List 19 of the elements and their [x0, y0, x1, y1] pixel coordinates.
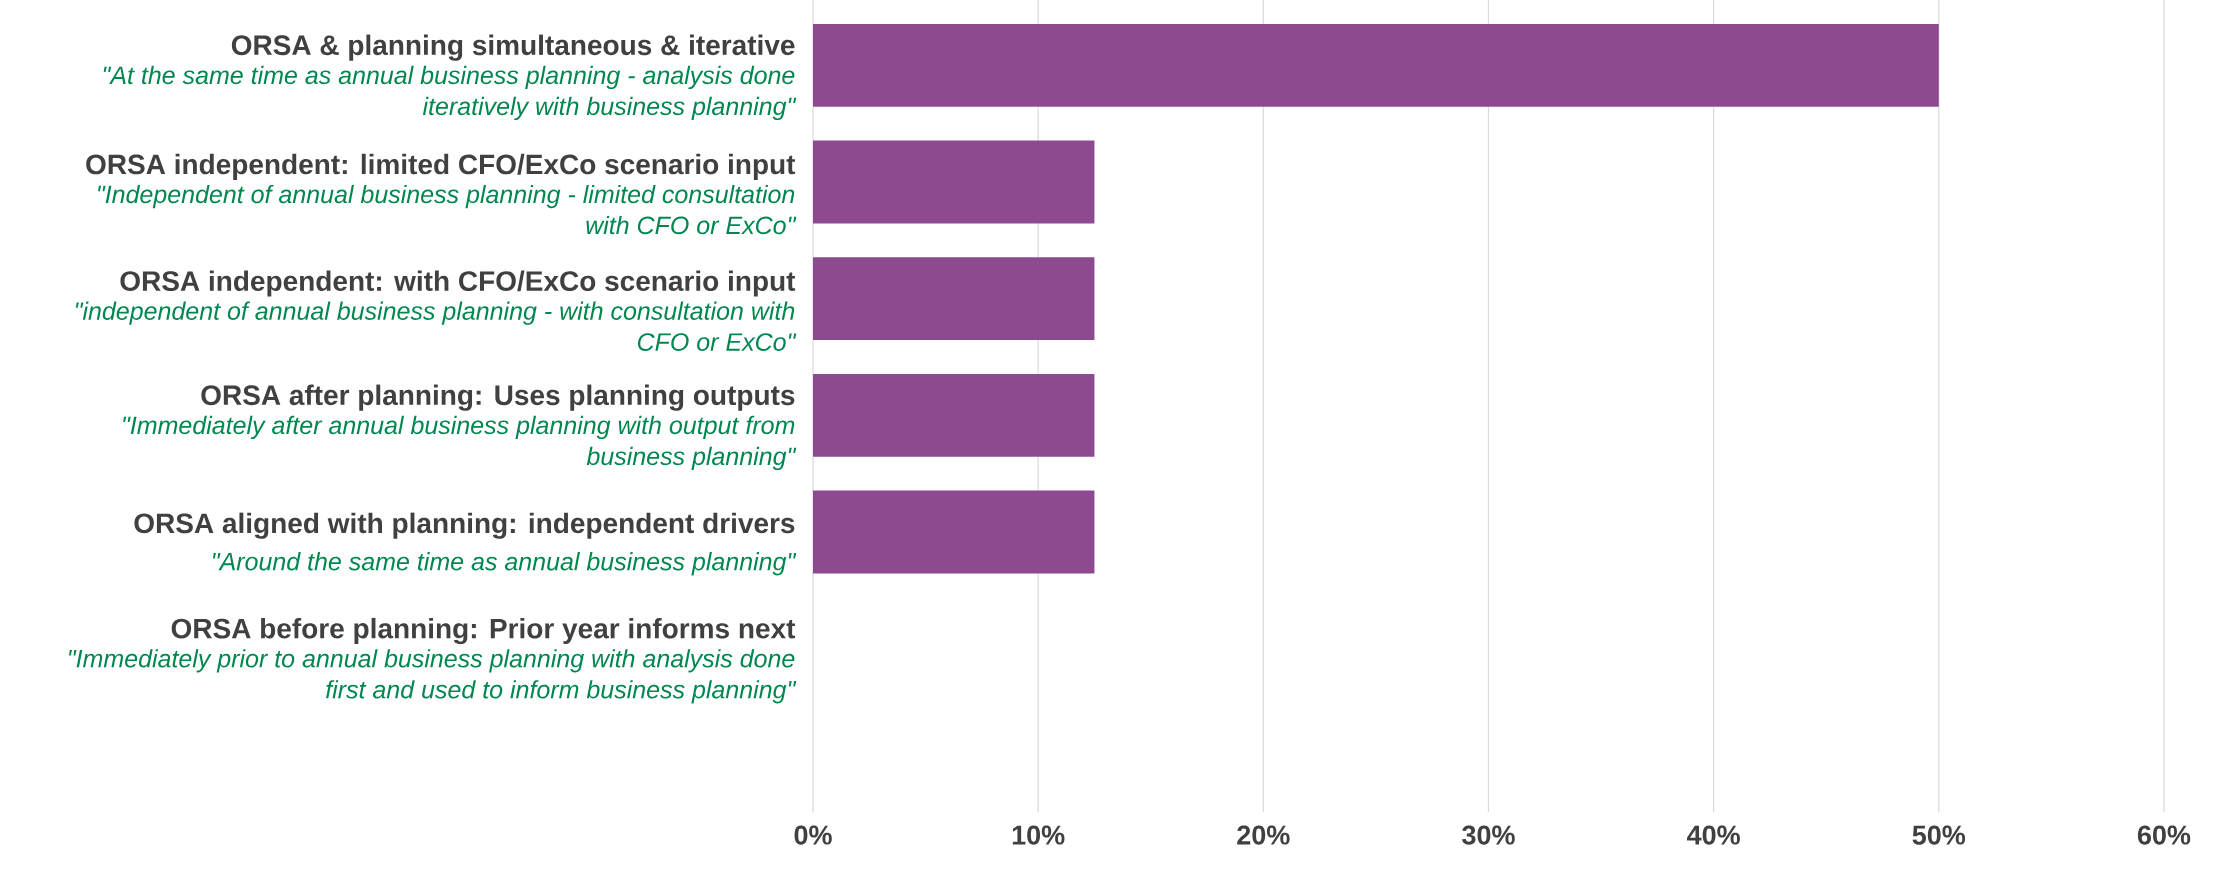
y-tick-label: ORSA after planning: Uses planning outputs [201, 384, 795, 411]
x-tick-label: 30% [1462, 825, 1515, 845]
text: "Immediately prior to annual business planning with analysis done first and used to inform business planning" [69, 649, 797, 704]
x-tick-label: 60% [2137, 825, 2191, 845]
text: "Around the same time as annual business planning" [212, 552, 797, 576]
text: "Immediately after annual business planning with output from business planning" [123, 415, 797, 471]
y-tick-label: ORSA aligned with planning: independent drivers [134, 512, 795, 539]
text: "Independent of annual business planning - limited consultation with CFO or ExCo" [98, 184, 797, 235]
y-tick-label: ORSA independent: with CFO/ExCo scenario input [120, 270, 796, 297]
y-tick-label: ORSA independent: limited CFO/ExCo scenario input [86, 153, 796, 180]
x-tick-label: 40% [1687, 825, 1740, 845]
text: "independent of annual business planning - with consultation with CFO or ExCo" [75, 301, 797, 351]
y-tick-label: ORSA before planning: Prior year informs next [171, 617, 796, 645]
text: "At the same time as annual business planning - analysis done iteratively with business planning" [103, 65, 797, 121]
x-tick-label: 20% [1237, 825, 1290, 845]
x-tick-label: 10% [1012, 825, 1065, 845]
x-tick-label: 0% [794, 825, 832, 845]
x-tick-label: 50% [1912, 825, 1966, 845]
y-tick-label: ORSA & planning simultaneous & iterative [231, 34, 795, 61]
